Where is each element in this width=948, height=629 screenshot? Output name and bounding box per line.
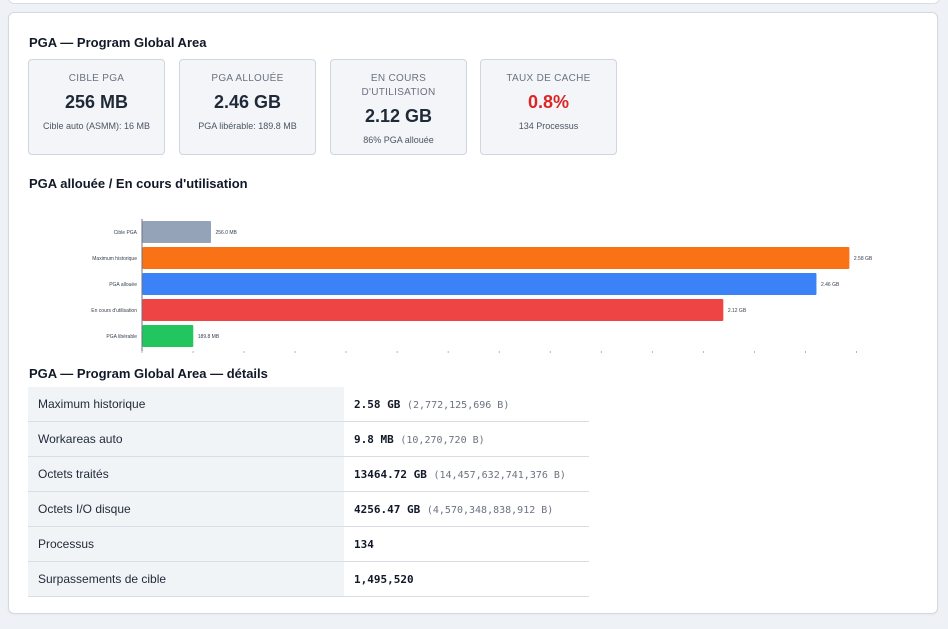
row-value: 1,495,520 <box>354 572 414 586</box>
row-value-cell: 13464.72 GB (14,457,632,741,376 B) <box>344 456 589 492</box>
table-row: Maximum historique 2.58 GB (2,772,125,696… <box>28 387 589 422</box>
card-sub: Cible auto (ASMM): 16 MB <box>42 121 151 131</box>
card-label: PGA ALLOUÉE <box>211 73 284 84</box>
card-label: EN COURS D'UTILISATION <box>361 73 436 98</box>
card-cache-rate: TAUX DE CACHE 0.8% 134 Processus <box>480 59 617 155</box>
row-label: Octets I/O disque <box>28 491 344 527</box>
card-target-pga: CIBLE PGA 256 MB Cible auto (ASMM): 16 M… <box>28 59 165 155</box>
row-raw-bytes: (10,270,720 B) <box>400 434 485 446</box>
row-label: Workareas auto <box>28 421 344 457</box>
bar <box>142 247 850 269</box>
card-sub: PGA libérable: 189.8 MB <box>198 121 297 131</box>
row-label: Octets traités <box>28 456 344 492</box>
data-label: 189.8 MB <box>198 334 220 340</box>
card-value: 256 MB <box>64 92 129 112</box>
category-label: PGA libérable <box>106 334 137 340</box>
summary-title: PGA — Program Global Area <box>29 35 207 50</box>
card-sub: 86% PGA allouée <box>363 135 434 145</box>
details-table: Maximum historique 2.58 GB (2,772,125,696… <box>28 387 589 597</box>
data-label: 2.58 GB <box>854 256 873 262</box>
table-row: Octets I/O disque 4256.47 GB (4,570,348,8… <box>28 491 589 527</box>
row-raw-bytes: (14,457,632,741,376 B) <box>433 469 566 481</box>
pga-panel: PGA — Program Global Area CIBLE PGA 256 … <box>8 12 938 614</box>
category-label: PGA allouée <box>109 282 137 288</box>
card-value: 2.12 GB <box>364 106 433 126</box>
table-row: Surpassements de cible 1,495,520 <box>28 561 589 597</box>
row-value-cell: 1,495,520 <box>344 561 589 597</box>
row-label: Maximum historique <box>28 387 344 422</box>
row-label: Processus <box>28 526 344 562</box>
bar <box>142 325 194 347</box>
card-in-use: EN COURS D'UTILISATION 2.12 GB 86% PGA a… <box>330 59 467 155</box>
card-sub: 134 Processus <box>518 121 579 131</box>
category-label: Cible PGA <box>114 230 138 236</box>
row-value-cell: 134 <box>344 526 589 562</box>
data-label: 2.46 GB <box>821 282 840 288</box>
table-row: Octets traités 13464.72 GB (14,457,632,74… <box>28 456 589 492</box>
card-label: CIBLE PGA <box>68 73 125 84</box>
row-value: 13464.72 GB <box>354 467 427 481</box>
data-label: 2.12 GB <box>728 308 747 314</box>
previous-panel-edge <box>8 0 940 4</box>
card-value: 2.46 GB <box>213 92 282 112</box>
row-value-cell: 2.58 GB (2,772,125,696 B) <box>344 387 589 422</box>
table-row: Workareas auto 9.8 MB (10,270,720 B) <box>28 421 589 457</box>
card-allocated-pga: PGA ALLOUÉE 2.46 GB PGA libérable: 189.8… <box>179 59 316 155</box>
row-value: 4256.47 GB <box>354 502 421 516</box>
table-row: Processus 134 <box>28 526 589 562</box>
bar <box>142 273 817 295</box>
card-value: 0.8% <box>527 92 570 112</box>
row-raw-bytes: (4,570,348,838,912 B) <box>426 504 554 516</box>
data-label: 256.0 MB <box>215 230 237 236</box>
pga-bar-chart: Cible PGA 256.0 MB Maximum historique 2.58 … <box>91 219 873 353</box>
category-label: Maximum historique <box>92 256 137 262</box>
bar <box>142 221 211 243</box>
details-title: PGA — Program Global Area — détails <box>29 366 268 381</box>
row-value: 134 <box>354 537 374 551</box>
category-label: En cours d'utilisation <box>91 308 137 314</box>
card-label: TAUX DE CACHE <box>506 73 591 84</box>
row-raw-bytes: (2,772,125,696 B) <box>406 399 510 411</box>
chart-title: PGA allouée / En cours d'utilisation <box>29 176 248 191</box>
row-value: 2.58 GB <box>354 397 401 411</box>
bar <box>142 299 724 321</box>
row-value: 9.8 MB <box>354 432 394 446</box>
row-label: Surpassements de cible <box>28 561 344 597</box>
row-value-cell: 4256.47 GB (4,570,348,838,912 B) <box>344 491 589 527</box>
row-value-cell: 9.8 MB (10,270,720 B) <box>344 421 589 457</box>
